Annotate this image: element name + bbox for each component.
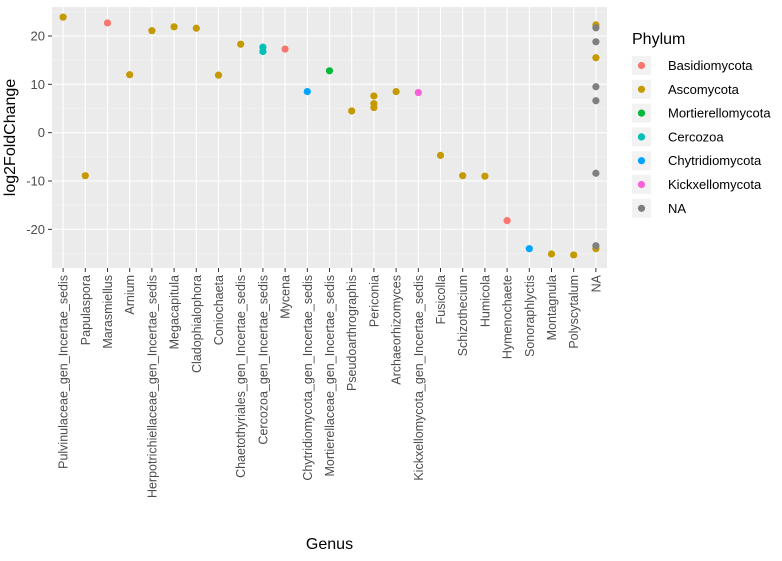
y-tick-label: 10 [31, 77, 45, 92]
legend-label: Cercozoa [668, 129, 724, 144]
data-point [592, 83, 600, 91]
data-point [481, 172, 489, 180]
x-tick-label: Chaetothyriales_gen_Incertae_sedis [234, 275, 248, 478]
legend-swatch [637, 109, 646, 117]
x-tick-label: Megacapitula [168, 275, 182, 349]
data-point [436, 151, 445, 159]
x-tick-label: Montagnula [545, 275, 559, 340]
x-tick-label: Sonoraphlyctis [523, 275, 537, 357]
x-axis: Pulvinulaceae_gen_Incertae_sedis Papulasp… [57, 268, 603, 498]
data-point [237, 40, 245, 48]
legend-label: Ascomycota [668, 82, 740, 97]
legend-swatch [637, 180, 646, 189]
legend-swatch [637, 61, 646, 70]
data-point [103, 19, 112, 27]
legend-swatch [637, 85, 646, 93]
data-point [547, 250, 556, 258]
legend-label: NA [668, 201, 686, 216]
data-point [214, 71, 223, 79]
x-tick-label: Humicola [478, 275, 492, 327]
data-point [592, 97, 600, 105]
legend-label: Basidiomycota [668, 58, 753, 73]
legend-label: Kickxellomycota [668, 177, 762, 192]
x-tick-label: Cercozoa_gen_Incertae_sedis [256, 275, 270, 445]
legend-title: Phylum [632, 31, 685, 48]
data-point [59, 13, 67, 21]
data-point [392, 87, 400, 96]
data-point [592, 54, 600, 62]
x-tick-label: Schizothecium [456, 275, 470, 356]
x-tick-label: Fusicolla [434, 275, 448, 324]
data-point [192, 24, 200, 32]
data-point [525, 245, 533, 253]
x-tick-label: Cladophialophora [190, 275, 204, 373]
data-point [414, 88, 422, 97]
x-tick-label: Pulvinulaceae_gen_Incertae_sedis [57, 275, 71, 469]
data-points [59, 13, 600, 259]
data-point [303, 87, 311, 96]
data-point [503, 217, 511, 225]
legend: Phylum Basidiomycota Ascomycota Mortierell… [632, 31, 771, 218]
x-tick-label: Papulaspora [79, 275, 93, 345]
legend-swatch [637, 157, 646, 165]
x-tick-label: Herpotrichiellaceae_gen_Incertae_sedis [145, 275, 159, 498]
data-point [81, 172, 89, 180]
data-point [459, 172, 467, 180]
legend-label: Chytridiomycota [668, 153, 762, 168]
data-point [370, 103, 378, 112]
x-tick-label: Hymenochaete [501, 275, 515, 359]
x-tick-label: Mortierellaceae_gen_Incertae_sedis [323, 275, 337, 477]
y-axis-title: log2FoldChange [2, 79, 19, 197]
data-point [126, 71, 134, 79]
y-tick-label: 0 [38, 125, 45, 140]
x-tick-label: Chytridiomycota_gen_Incertae_sedis [301, 275, 315, 481]
x-tick-label: Archaeorhizomyces [390, 275, 404, 385]
data-point [348, 107, 356, 115]
x-tick-label: Periconia [367, 275, 381, 327]
x-tick-label: Arnium [123, 275, 137, 315]
y-axis: -20 -10 0 10 20 [26, 29, 52, 237]
y-tick-label: -10 [26, 174, 45, 189]
data-point [592, 38, 600, 46]
x-tick-label: Pseudoarthrographis [345, 275, 359, 391]
x-tick-label: Coniochaeta [212, 275, 226, 345]
x-tick-label: Polyscytalum [567, 275, 581, 349]
legend-label: Mortierellomycota [668, 106, 771, 121]
legend-swatch [637, 204, 646, 212]
data-point [259, 47, 267, 56]
y-tick-label: 20 [31, 29, 45, 44]
data-point [370, 92, 378, 100]
data-point [170, 23, 178, 31]
data-point [592, 242, 600, 250]
data-point [570, 251, 578, 259]
x-tick-label: Marasmiellus [101, 275, 115, 349]
y-tick-label: -20 [26, 222, 45, 237]
data-point [148, 27, 156, 35]
x-tick-label: NA [589, 274, 603, 292]
x-tick-label: Kickxellomycota_gen_Incertae_sedis [412, 275, 426, 481]
data-point [281, 45, 289, 53]
data-point [592, 169, 600, 177]
x-axis-title: Genus [306, 536, 353, 553]
data-point [325, 67, 334, 75]
x-tick-label: Mycena [279, 275, 293, 319]
data-point [592, 24, 600, 32]
legend-swatch [637, 133, 646, 141]
grid-major [52, 7, 607, 268]
